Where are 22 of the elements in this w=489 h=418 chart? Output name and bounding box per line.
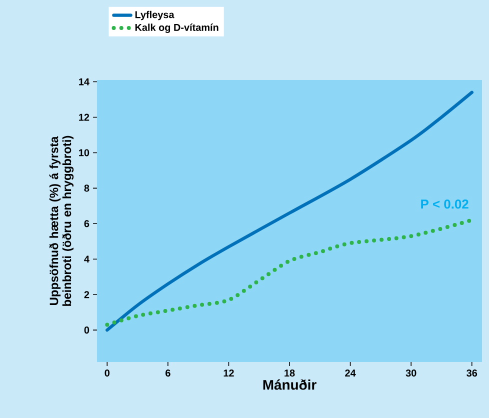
line-series — [105, 218, 474, 327]
y-tick-label: 4 — [84, 256, 90, 263]
y-tick-label: 14 — [79, 78, 90, 86]
x-tick-label: 18 — [284, 370, 295, 377]
y-tick-label: 6 — [84, 220, 90, 228]
y-tick-label: 10 — [79, 149, 90, 156]
line-series — [106, 90, 474, 332]
x-axis-title: Mánuðir — [263, 379, 316, 390]
x-tick-label: 36 — [466, 370, 478, 377]
y-tick-label: 8 — [84, 184, 90, 192]
y-tick-label: 2 — [84, 291, 90, 298]
annotation: P < 0.02 — [421, 199, 468, 209]
legend-label: Kalk og D-vítamín — [135, 24, 218, 33]
x-tick-label: 6 — [166, 370, 170, 377]
x-tick-label: 0 — [104, 370, 110, 377]
y-tick-label: 12 — [79, 114, 90, 121]
x-tick-label: 30 — [406, 370, 416, 377]
x-tick-label: 12 — [224, 370, 234, 376]
x-tick-label: 24 — [345, 370, 356, 376]
legend-label: Lyfleysa — [135, 10, 174, 20]
y-tick-label: 0 — [84, 326, 90, 334]
y-axis-title: Uppsöfnuð hætta (%) á fyrsta beinbroti (öðru en hryggbroti) — [49, 136, 74, 306]
